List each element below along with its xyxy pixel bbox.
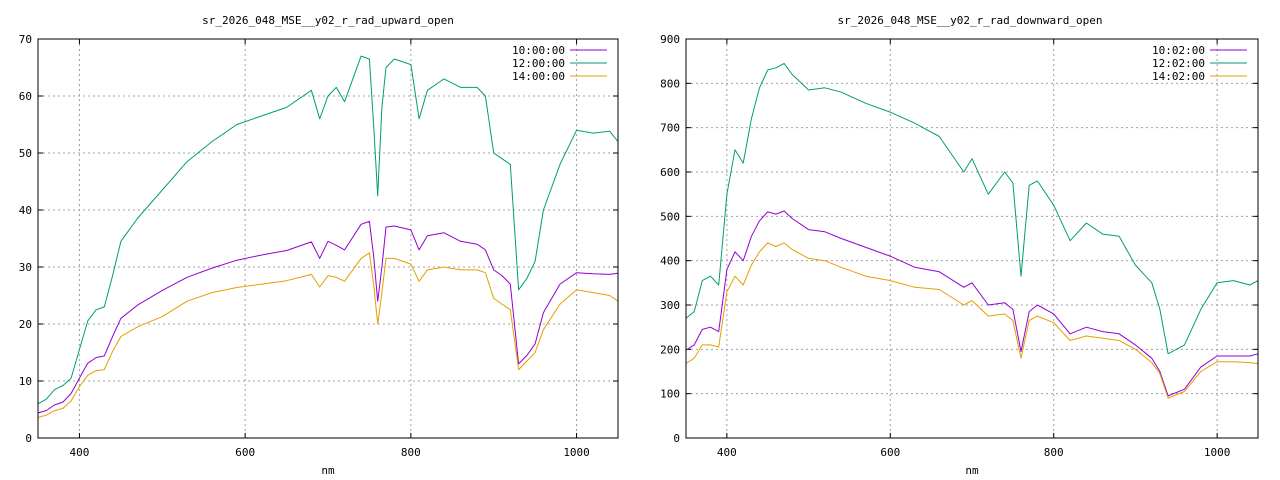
x-tick-label: 1000 [563, 446, 590, 459]
legend-label: 14:00:00 [512, 70, 565, 83]
x-tick-label: 800 [401, 446, 421, 459]
x-tick-label: 600 [880, 446, 900, 459]
chart-title: sr_2026_048_MSE__y02_r_rad_downward_open [838, 14, 1103, 27]
y-tick-label: 0 [673, 432, 680, 445]
y-tick-label: 600 [660, 166, 680, 179]
y-tick-label: 800 [660, 77, 680, 90]
legend-label: 12:02:00 [1152, 57, 1205, 70]
chart-downward: sr_2026_048_MSE__y02_r_rad_downward_open… [660, 14, 1259, 477]
y-tick-label: 900 [660, 33, 680, 46]
y-tick-label: 100 [660, 388, 680, 401]
series-line-12:00:00 [37, 55, 619, 405]
y-tick-label: 70 [19, 33, 32, 46]
grid [686, 39, 1258, 438]
x-axis-label: nm [321, 464, 335, 477]
series-line-14:00:00 [37, 252, 619, 418]
y-tick-label: 400 [660, 255, 680, 268]
series-line-14:02:00 [685, 242, 1259, 399]
series-line-10:02:00 [685, 210, 1259, 397]
legend-label: 10:00:00 [512, 44, 565, 57]
y-tick-label: 60 [19, 90, 32, 103]
x-tick-label: 1000 [1204, 446, 1231, 459]
y-tick-label: 700 [660, 122, 680, 135]
x-tick-label: 400 [717, 446, 737, 459]
y-tick-label: 500 [660, 210, 680, 223]
legend-label: 12:00:00 [512, 57, 565, 70]
y-tick-label: 300 [660, 299, 680, 312]
y-tick-label: 20 [19, 318, 32, 331]
x-tick-label: 600 [235, 446, 255, 459]
y-tick-label: 40 [19, 204, 32, 217]
plot-frame [37, 38, 619, 439]
x-tick-label: 400 [69, 446, 89, 459]
y-tick-label: 0 [25, 432, 32, 445]
legend-label: 14:02:00 [1152, 70, 1205, 83]
y-tick-label: 50 [19, 147, 32, 160]
series-line-10:00:00 [37, 220, 619, 414]
x-tick-label: 800 [1044, 446, 1064, 459]
y-tick-label: 10 [19, 375, 32, 388]
x-axis-label: nm [965, 464, 979, 477]
legend-label: 10:02:00 [1152, 44, 1205, 57]
grid [38, 39, 618, 438]
chart-title: sr_2026_048_MSE__y02_r_rad_upward_open [202, 14, 454, 27]
plot-frame [685, 38, 1259, 439]
series-line-12:02:00 [685, 62, 1259, 355]
chart-upward: sr_2026_048_MSE__y02_r_rad_upward_open 0 1… [19, 14, 619, 477]
y-tick-label: 30 [19, 261, 32, 274]
y-tick-label: 200 [660, 343, 680, 356]
